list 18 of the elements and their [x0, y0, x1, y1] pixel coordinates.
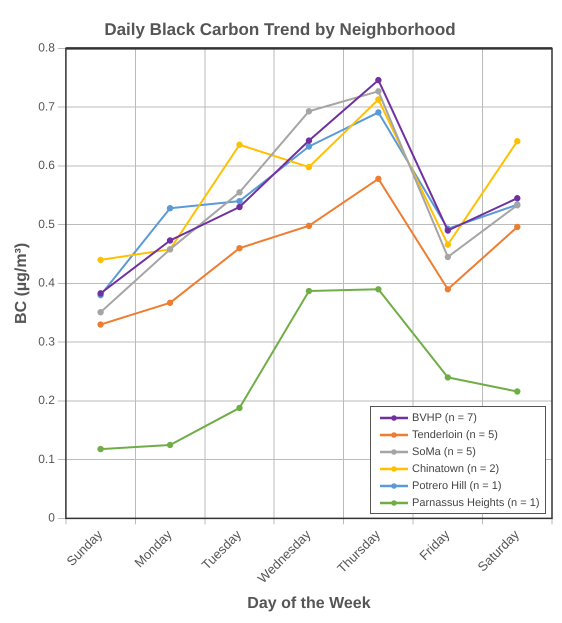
y-tick-label: 0.4	[38, 276, 56, 290]
y-tick-label: 0.2	[38, 393, 56, 408]
chart-title: Daily Black Carbon Trend by Neighborhood	[104, 20, 456, 39]
y-axis-title: BC (µg/m³)	[13, 242, 30, 324]
legend-label: Parnassus Heights (n = 1)	[412, 496, 540, 509]
legend-label: Chinatown (n = 2)	[412, 462, 500, 475]
y-tick-label: 0.5	[38, 216, 56, 231]
legend-label: Potrero Hill (n = 1)	[412, 480, 502, 492]
legend-label: SoMa (n = 5)	[412, 446, 476, 458]
y-tick-label: 0.8	[38, 40, 56, 55]
y-tick-label: 0	[48, 510, 56, 525]
legend-label: BVHP (n = 7)	[412, 412, 477, 424]
y-tick-label: 0.6	[38, 158, 56, 172]
y-tick-label: 0.1	[38, 452, 56, 466]
y-tick-label: 0.3	[38, 334, 56, 348]
y-tick-label: 0.7	[38, 99, 56, 114]
legend-label: Tenderloin (n = 5)	[412, 428, 498, 441]
x-axis-title: Day of the Week	[247, 594, 371, 612]
